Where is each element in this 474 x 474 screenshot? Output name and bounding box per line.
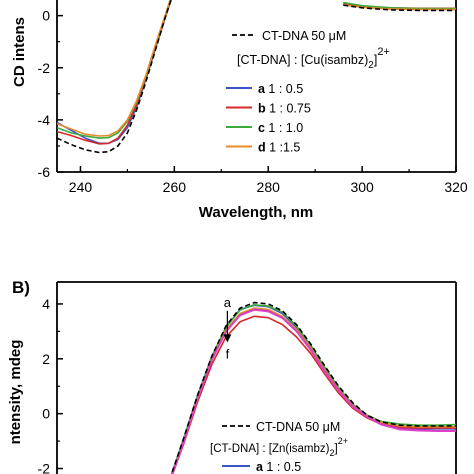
- panel-b-series-b-line: [171, 315, 456, 474]
- legend-b-reference-label: CT-DNA 50 μM: [256, 420, 340, 434]
- panel-a-y-tick-label: -2: [38, 60, 51, 76]
- panel-b-y-axis-label: ntensity, mdeg: [7, 340, 24, 445]
- legend-a-reference-label: CT-DNA 50 μM: [262, 29, 346, 43]
- panel-a-y-tick-label: 0: [42, 8, 50, 24]
- panel-a-series-a-line: [57, 0, 172, 145]
- panel-b-legend: CT-DNA 50 μM [CT-DNA] : [Zn(isambz)2]2+ …: [210, 420, 348, 474]
- panel-b-y-tick-label: 2: [42, 351, 50, 367]
- panel-a-series-d-line: [57, 0, 171, 137]
- panel-b-series-c-line: [170, 304, 456, 474]
- panel-a-y-tick-label: -4: [38, 112, 51, 128]
- panel-a-x-tick-label: 300: [350, 179, 374, 195]
- panel-a-chart: -6 -4 -2 0 240 260 280 300 320 Wavelength, nm CD…: [11, 0, 468, 221]
- panel-b-label: B): [12, 278, 30, 297]
- panel-a-x-tick-label: 240: [69, 179, 93, 195]
- panel-b-trend-arrow: af: [223, 295, 232, 361]
- panel-a-y-axis-label: CD intens: [11, 17, 28, 87]
- legend-a-entry-b: b 1 : 0.75: [258, 102, 311, 116]
- legend-a-entry-d: d 1 :1.5: [258, 141, 300, 155]
- panel-a-legend: CT-DNA 50 μM [CT-DNA] : [Cu(isambz)2]2+ …: [226, 29, 390, 155]
- panel-a-series-reference-line-tail: [343, 4, 456, 12]
- legend-a-ratio-title: [CT-DNA] : [Cu(isambz)2]2+: [237, 46, 390, 71]
- panel-b-series-f-line: [171, 309, 456, 474]
- panel-a-series-c-line: [57, 0, 172, 139]
- legend-b-ratio-title: [CT-DNA] : [Zn(isambz)2]2+: [210, 436, 348, 458]
- panel-b-y-tick-label: 0: [42, 406, 50, 422]
- arrow-start-label: a: [224, 295, 232, 310]
- panel-a-x-tick-label: 260: [163, 179, 187, 195]
- panel-a-y-tick-label: -6: [38, 164, 51, 180]
- panel-b-y-tick-label: -2: [38, 461, 51, 474]
- panel-a-x-tick-label: 280: [257, 179, 281, 195]
- legend-a-entry-c: c 1 : 1.0: [258, 121, 303, 135]
- arrow-end-label: f: [226, 346, 230, 361]
- panel-a-series-c-line-tail: [343, 1, 456, 10]
- panel-a-series-b-line: [57, 0, 172, 145]
- panel-a-x-axis-label: Wavelength, nm: [199, 204, 313, 221]
- panel-a-x-tick-label: 320: [444, 179, 468, 195]
- legend-a-entry-a: a 1 : 0.5: [258, 82, 303, 96]
- panel-a-series-reference-line: [57, 0, 172, 154]
- arrow-head: [223, 334, 232, 343]
- panel-b-y-tick-label: 4: [42, 296, 50, 312]
- legend-b-entry-a: a 1 : 0.5: [256, 460, 301, 474]
